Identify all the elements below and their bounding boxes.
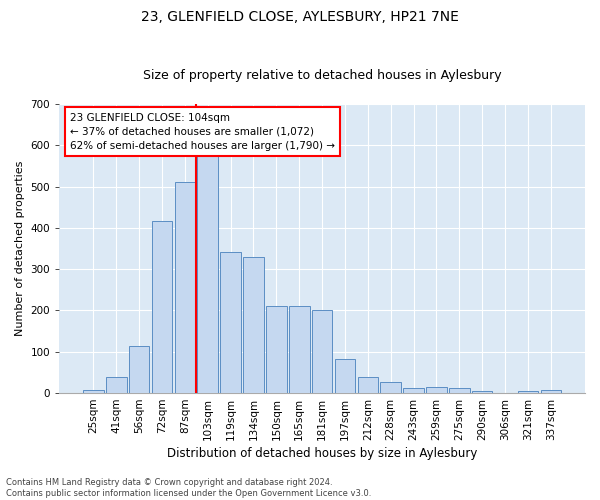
Bar <box>426 388 447 393</box>
Bar <box>358 376 378 393</box>
Text: 23 GLENFIELD CLOSE: 104sqm
← 37% of detached houses are smaller (1,072)
62% of s: 23 GLENFIELD CLOSE: 104sqm ← 37% of deta… <box>70 112 335 150</box>
Bar <box>380 382 401 393</box>
Bar <box>289 306 310 393</box>
Bar <box>175 182 195 393</box>
Bar <box>472 391 493 393</box>
Bar <box>129 346 149 393</box>
Y-axis label: Number of detached properties: Number of detached properties <box>15 161 25 336</box>
Text: Contains HM Land Registry data © Crown copyright and database right 2024.
Contai: Contains HM Land Registry data © Crown c… <box>6 478 371 498</box>
Title: Size of property relative to detached houses in Aylesbury: Size of property relative to detached ho… <box>143 69 502 82</box>
Bar <box>335 359 355 393</box>
Bar <box>106 378 127 393</box>
Bar <box>197 154 218 393</box>
Bar <box>152 222 172 393</box>
Bar <box>243 257 264 393</box>
Text: 23, GLENFIELD CLOSE, AYLESBURY, HP21 7NE: 23, GLENFIELD CLOSE, AYLESBURY, HP21 7NE <box>141 10 459 24</box>
Bar <box>449 388 470 393</box>
X-axis label: Distribution of detached houses by size in Aylesbury: Distribution of detached houses by size … <box>167 447 477 460</box>
Bar <box>403 388 424 393</box>
Bar <box>266 306 287 393</box>
Bar <box>83 390 104 393</box>
Bar <box>220 252 241 393</box>
Bar <box>541 390 561 393</box>
Bar <box>518 391 538 393</box>
Bar <box>312 310 332 393</box>
